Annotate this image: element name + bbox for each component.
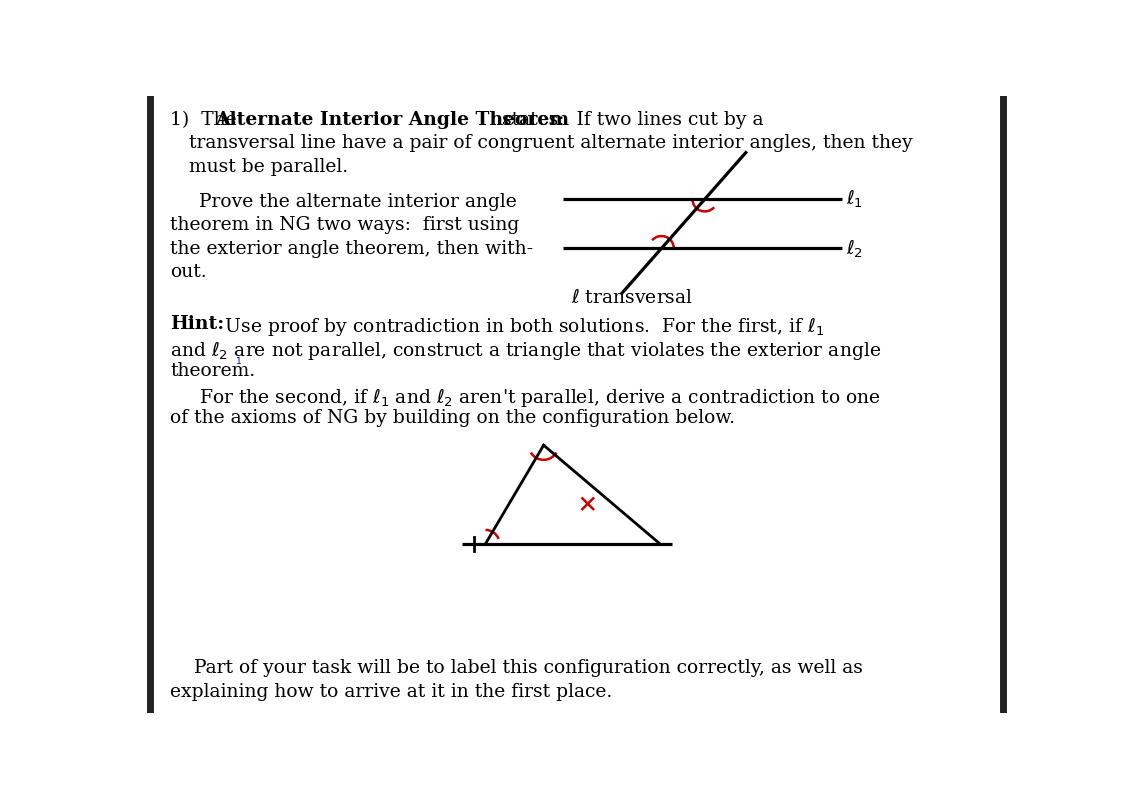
Text: explaining how to arrive at it in the first place.: explaining how to arrive at it in the fi… — [170, 682, 612, 701]
Text: Prove the alternate interior angle: Prove the alternate interior angle — [199, 193, 516, 211]
Text: the exterior angle theorem, then with-: the exterior angle theorem, then with- — [170, 240, 533, 258]
Text: Use proof by contradiction in both solutions.  For the first, if $\ell_1$: Use proof by contradiction in both solut… — [213, 315, 823, 338]
Text: $\ell_1$: $\ell_1$ — [846, 188, 863, 210]
Text: 1)  The: 1) The — [170, 111, 243, 129]
Text: Alternate Interior Angle Theorem: Alternate Interior Angle Theorem — [215, 111, 569, 129]
Text: and $\ell_2$ are not parallel, construct a triangle that violates the exterior a: and $\ell_2$ are not parallel, construct… — [170, 339, 881, 361]
Text: Part of your task will be to label this configuration correctly, as well as: Part of your task will be to label this … — [170, 659, 863, 678]
Text: theorem.: theorem. — [170, 362, 255, 380]
Text: For the second, if $\ell_1$ and $\ell_2$ aren't parallel, derive a contradiction: For the second, if $\ell_1$ and $\ell_2$… — [199, 385, 881, 409]
Text: must be parallel.: must be parallel. — [189, 158, 348, 175]
Text: theorem in NG two ways:  first using: theorem in NG two ways: first using — [170, 216, 520, 235]
Text: $\ell_2$: $\ell_2$ — [846, 237, 863, 260]
Text: $^1$: $^1$ — [235, 357, 242, 370]
Text: states:  If two lines cut by a: states: If two lines cut by a — [496, 111, 763, 129]
Text: $\ell$ transversal: $\ell$ transversal — [570, 288, 693, 308]
Text: Hint:: Hint: — [170, 315, 224, 333]
Text: transversal line have a pair of congruent alternate interior angles, then they: transversal line have a pair of congruen… — [189, 135, 912, 152]
Text: of the axioms of NG by building on the configuration below.: of the axioms of NG by building on the c… — [170, 409, 735, 427]
Text: out.: out. — [170, 264, 207, 281]
